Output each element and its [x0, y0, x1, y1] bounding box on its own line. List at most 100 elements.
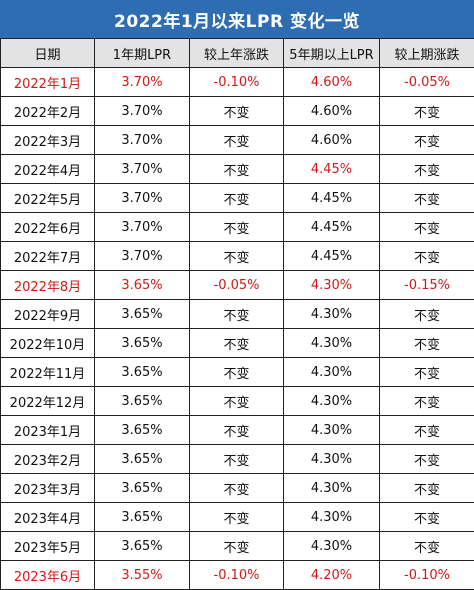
cell-date: 2022年6月	[1, 213, 95, 242]
cell-date: 2022年12月	[1, 387, 95, 416]
cell-1y-change: 不变	[190, 503, 284, 532]
cell-1y-change: 不变	[190, 532, 284, 561]
cell-5y-lpr: 4.60%	[284, 126, 380, 155]
cell-1y-change: 不变	[190, 387, 284, 416]
cell-date: 2022年10月	[1, 329, 95, 358]
header-row: 日期 1年期LPR 较上年涨跌 5年期以上LPR 较上期涨跌	[1, 39, 474, 68]
header-1y-change: 较上年涨跌	[190, 39, 284, 68]
cell-1y-lpr: 3.65%	[95, 474, 190, 503]
cell-1y-change: -0.10%	[190, 561, 284, 590]
cell-5y-lpr: 4.20%	[284, 561, 380, 590]
header-date: 日期	[1, 39, 95, 68]
cell-date: 2022年5月	[1, 184, 95, 213]
cell-5y-lpr: 4.60%	[284, 97, 380, 126]
cell-1y-lpr: 3.70%	[95, 126, 190, 155]
cell-5y-lpr: 4.45%	[284, 155, 380, 184]
cell-5y-change: 不变	[380, 445, 474, 474]
cell-date: 2023年2月	[1, 445, 95, 474]
cell-date: 2023年6月	[1, 561, 95, 590]
cell-5y-change: 不变	[380, 213, 474, 242]
cell-5y-lpr: 4.30%	[284, 532, 380, 561]
cell-5y-lpr: 4.60%	[284, 68, 380, 97]
table-title: 2022年1月以来LPR 变化一览	[0, 0, 474, 38]
cell-5y-change: 不变	[380, 329, 474, 358]
header-1y-lpr: 1年期LPR	[95, 39, 190, 68]
cell-date: 2022年2月	[1, 97, 95, 126]
cell-1y-lpr: 3.65%	[95, 532, 190, 561]
cell-5y-change: -0.15%	[380, 271, 474, 300]
cell-1y-change: 不变	[190, 300, 284, 329]
cell-5y-lpr: 4.30%	[284, 358, 380, 387]
cell-1y-lpr: 3.70%	[95, 184, 190, 213]
cell-5y-change: 不变	[380, 358, 474, 387]
cell-date: 2022年4月	[1, 155, 95, 184]
cell-5y-change: 不变	[380, 387, 474, 416]
cell-1y-lpr: 3.70%	[95, 68, 190, 97]
cell-1y-change: 不变	[190, 445, 284, 474]
cell-5y-lpr: 4.30%	[284, 445, 380, 474]
cell-5y-change: 不变	[380, 155, 474, 184]
cell-5y-lpr: 4.30%	[284, 300, 380, 329]
cell-date: 2022年11月	[1, 358, 95, 387]
cell-5y-lpr: 4.30%	[284, 503, 380, 532]
cell-5y-change: 不变	[380, 242, 474, 271]
cell-5y-change: 不变	[380, 184, 474, 213]
cell-1y-lpr: 3.65%	[95, 387, 190, 416]
cell-1y-change: 不变	[190, 474, 284, 503]
cell-5y-change: -0.05%	[380, 68, 474, 97]
cell-1y-change: 不变	[190, 184, 284, 213]
cell-5y-lpr: 4.30%	[284, 387, 380, 416]
cell-5y-change: 不变	[380, 300, 474, 329]
cell-5y-change: 不变	[380, 503, 474, 532]
cell-1y-change: 不变	[190, 213, 284, 242]
cell-date: 2023年3月	[1, 474, 95, 503]
cell-5y-change: 不变	[380, 416, 474, 445]
cell-5y-change: -0.10%	[380, 561, 474, 590]
cell-1y-lpr: 3.70%	[95, 213, 190, 242]
cell-1y-change: -0.10%	[190, 68, 284, 97]
cell-1y-change: 不变	[190, 155, 284, 184]
cell-1y-lpr: 3.65%	[95, 271, 190, 300]
cell-5y-lpr: 4.45%	[284, 242, 380, 271]
cell-1y-change: -0.05%	[190, 271, 284, 300]
cell-5y-change: 不变	[380, 97, 474, 126]
cell-1y-lpr: 3.55%	[95, 561, 190, 590]
cell-1y-lpr: 3.65%	[95, 329, 190, 358]
cell-date: 2022年3月	[1, 126, 95, 155]
cell-date: 2022年1月	[1, 68, 95, 97]
cell-1y-lpr: 3.65%	[95, 503, 190, 532]
cell-5y-change: 不变	[380, 474, 474, 503]
cell-1y-lpr: 3.70%	[95, 155, 190, 184]
cell-date: 2023年5月	[1, 532, 95, 561]
cell-5y-lpr: 4.30%	[284, 474, 380, 503]
cell-date: 2022年8月	[1, 271, 95, 300]
cell-1y-change: 不变	[190, 126, 284, 155]
cell-5y-change: 不变	[380, 532, 474, 561]
cell-1y-lpr: 3.70%	[95, 97, 190, 126]
cell-date: 2023年4月	[1, 503, 95, 532]
cell-1y-change: 不变	[190, 416, 284, 445]
cell-5y-lpr: 4.30%	[284, 329, 380, 358]
cell-5y-change: 不变	[380, 126, 474, 155]
cell-1y-change: 不变	[190, 358, 284, 387]
cell-date: 2022年9月	[1, 300, 95, 329]
cell-5y-lpr: 4.45%	[284, 213, 380, 242]
cell-5y-lpr: 4.45%	[284, 184, 380, 213]
header-5y-lpr: 5年期以上LPR	[284, 39, 380, 68]
